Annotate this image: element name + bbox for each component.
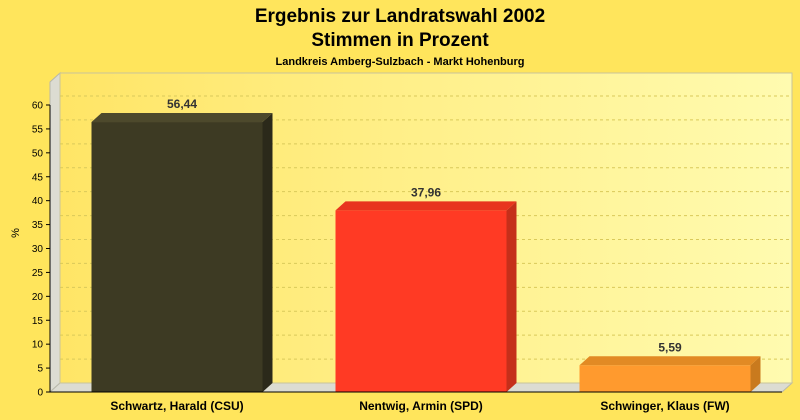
bars: 56,44 37,96 5,59 <box>91 97 761 393</box>
plot-left-wall <box>49 71 61 394</box>
bar-3 <box>579 356 761 392</box>
y-tick-label-20: 20 <box>32 292 44 303</box>
chart-title: Ergebnis zur Landratswahl 2002 <box>255 6 545 27</box>
y-tick-label-30: 30 <box>32 244 44 255</box>
x-tick-label: Schwartz, Harald (CSU) <box>110 399 243 413</box>
y-tick-label-40: 40 <box>32 196 44 207</box>
bar-side <box>262 113 273 393</box>
bar-side <box>506 201 517 392</box>
x-tick-label: Schwinger, Klaus (FW) <box>600 399 729 413</box>
bar-2 <box>335 201 517 392</box>
y-tick-label-55: 55 <box>32 124 44 135</box>
bar-front <box>579 365 751 392</box>
y-tick-label-15: 15 <box>32 316 44 327</box>
bar-top <box>335 201 517 211</box>
y-tick-label-5: 5 <box>37 364 43 375</box>
x-axis: Schwartz, Harald (CSU) Nentwig, Armin (SP… <box>50 391 782 413</box>
y-tick-label-10: 10 <box>32 340 44 351</box>
bar-top <box>579 356 761 366</box>
y-axis: 0 5 10 15 20 25 30 35 40 45 50 55 60 <box>32 101 51 399</box>
y-tick-label-50: 50 <box>32 148 44 159</box>
y-tick-label-25: 25 <box>32 268 44 279</box>
y-tick-label-35: 35 <box>32 220 44 231</box>
x-tick-label: Nentwig, Armin (SPD) <box>359 399 483 413</box>
chart-subtitle: Landkreis Amberg-Sulzbach - Markt Hohenb… <box>276 56 525 68</box>
bar-1 <box>91 113 273 393</box>
y-tick-label-45: 45 <box>32 172 44 183</box>
bar-value-label: 56,44 <box>167 97 197 111</box>
bar-side <box>750 356 761 392</box>
y-axis-label: % <box>10 228 22 238</box>
y-tick-label-0: 0 <box>37 388 43 399</box>
y-tick-label-60: 60 <box>32 101 44 112</box>
bar-front <box>335 210 507 392</box>
bar-top <box>91 113 273 123</box>
bar-front <box>91 122 263 393</box>
chart-title-line2: Stimmen in Prozent <box>311 30 489 51</box>
bar-value-label: 37,96 <box>411 185 441 199</box>
bar-value-label: 5,59 <box>658 340 682 354</box>
